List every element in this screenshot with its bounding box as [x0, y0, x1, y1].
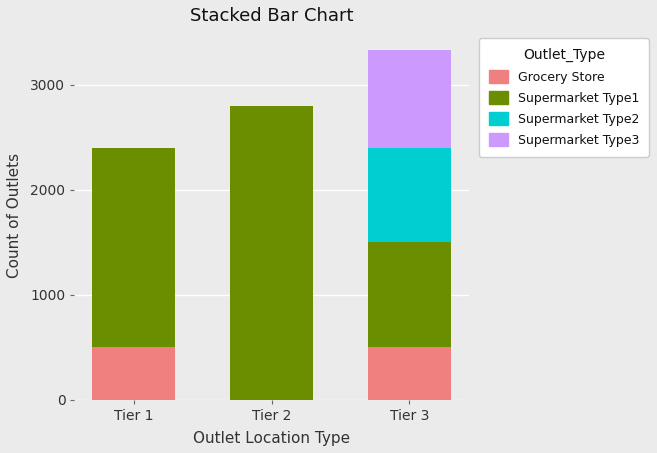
Bar [93, 347, 175, 400]
X-axis label: Outlet Location Type: Outlet Location Type [193, 431, 350, 446]
Bar [368, 242, 451, 347]
Bar [368, 347, 451, 400]
Y-axis label: Count of Outlets: Count of Outlets [7, 153, 22, 279]
Bar [368, 50, 451, 148]
Bar [93, 148, 175, 347]
Bar [230, 106, 313, 400]
Title: Stacked Bar Chart: Stacked Bar Chart [190, 7, 353, 25]
Legend: Grocery Store, Supermarket Type1, Supermarket Type2, Supermarket Type3: Grocery Store, Supermarket Type1, Superm… [479, 39, 649, 157]
Bar [368, 148, 451, 242]
